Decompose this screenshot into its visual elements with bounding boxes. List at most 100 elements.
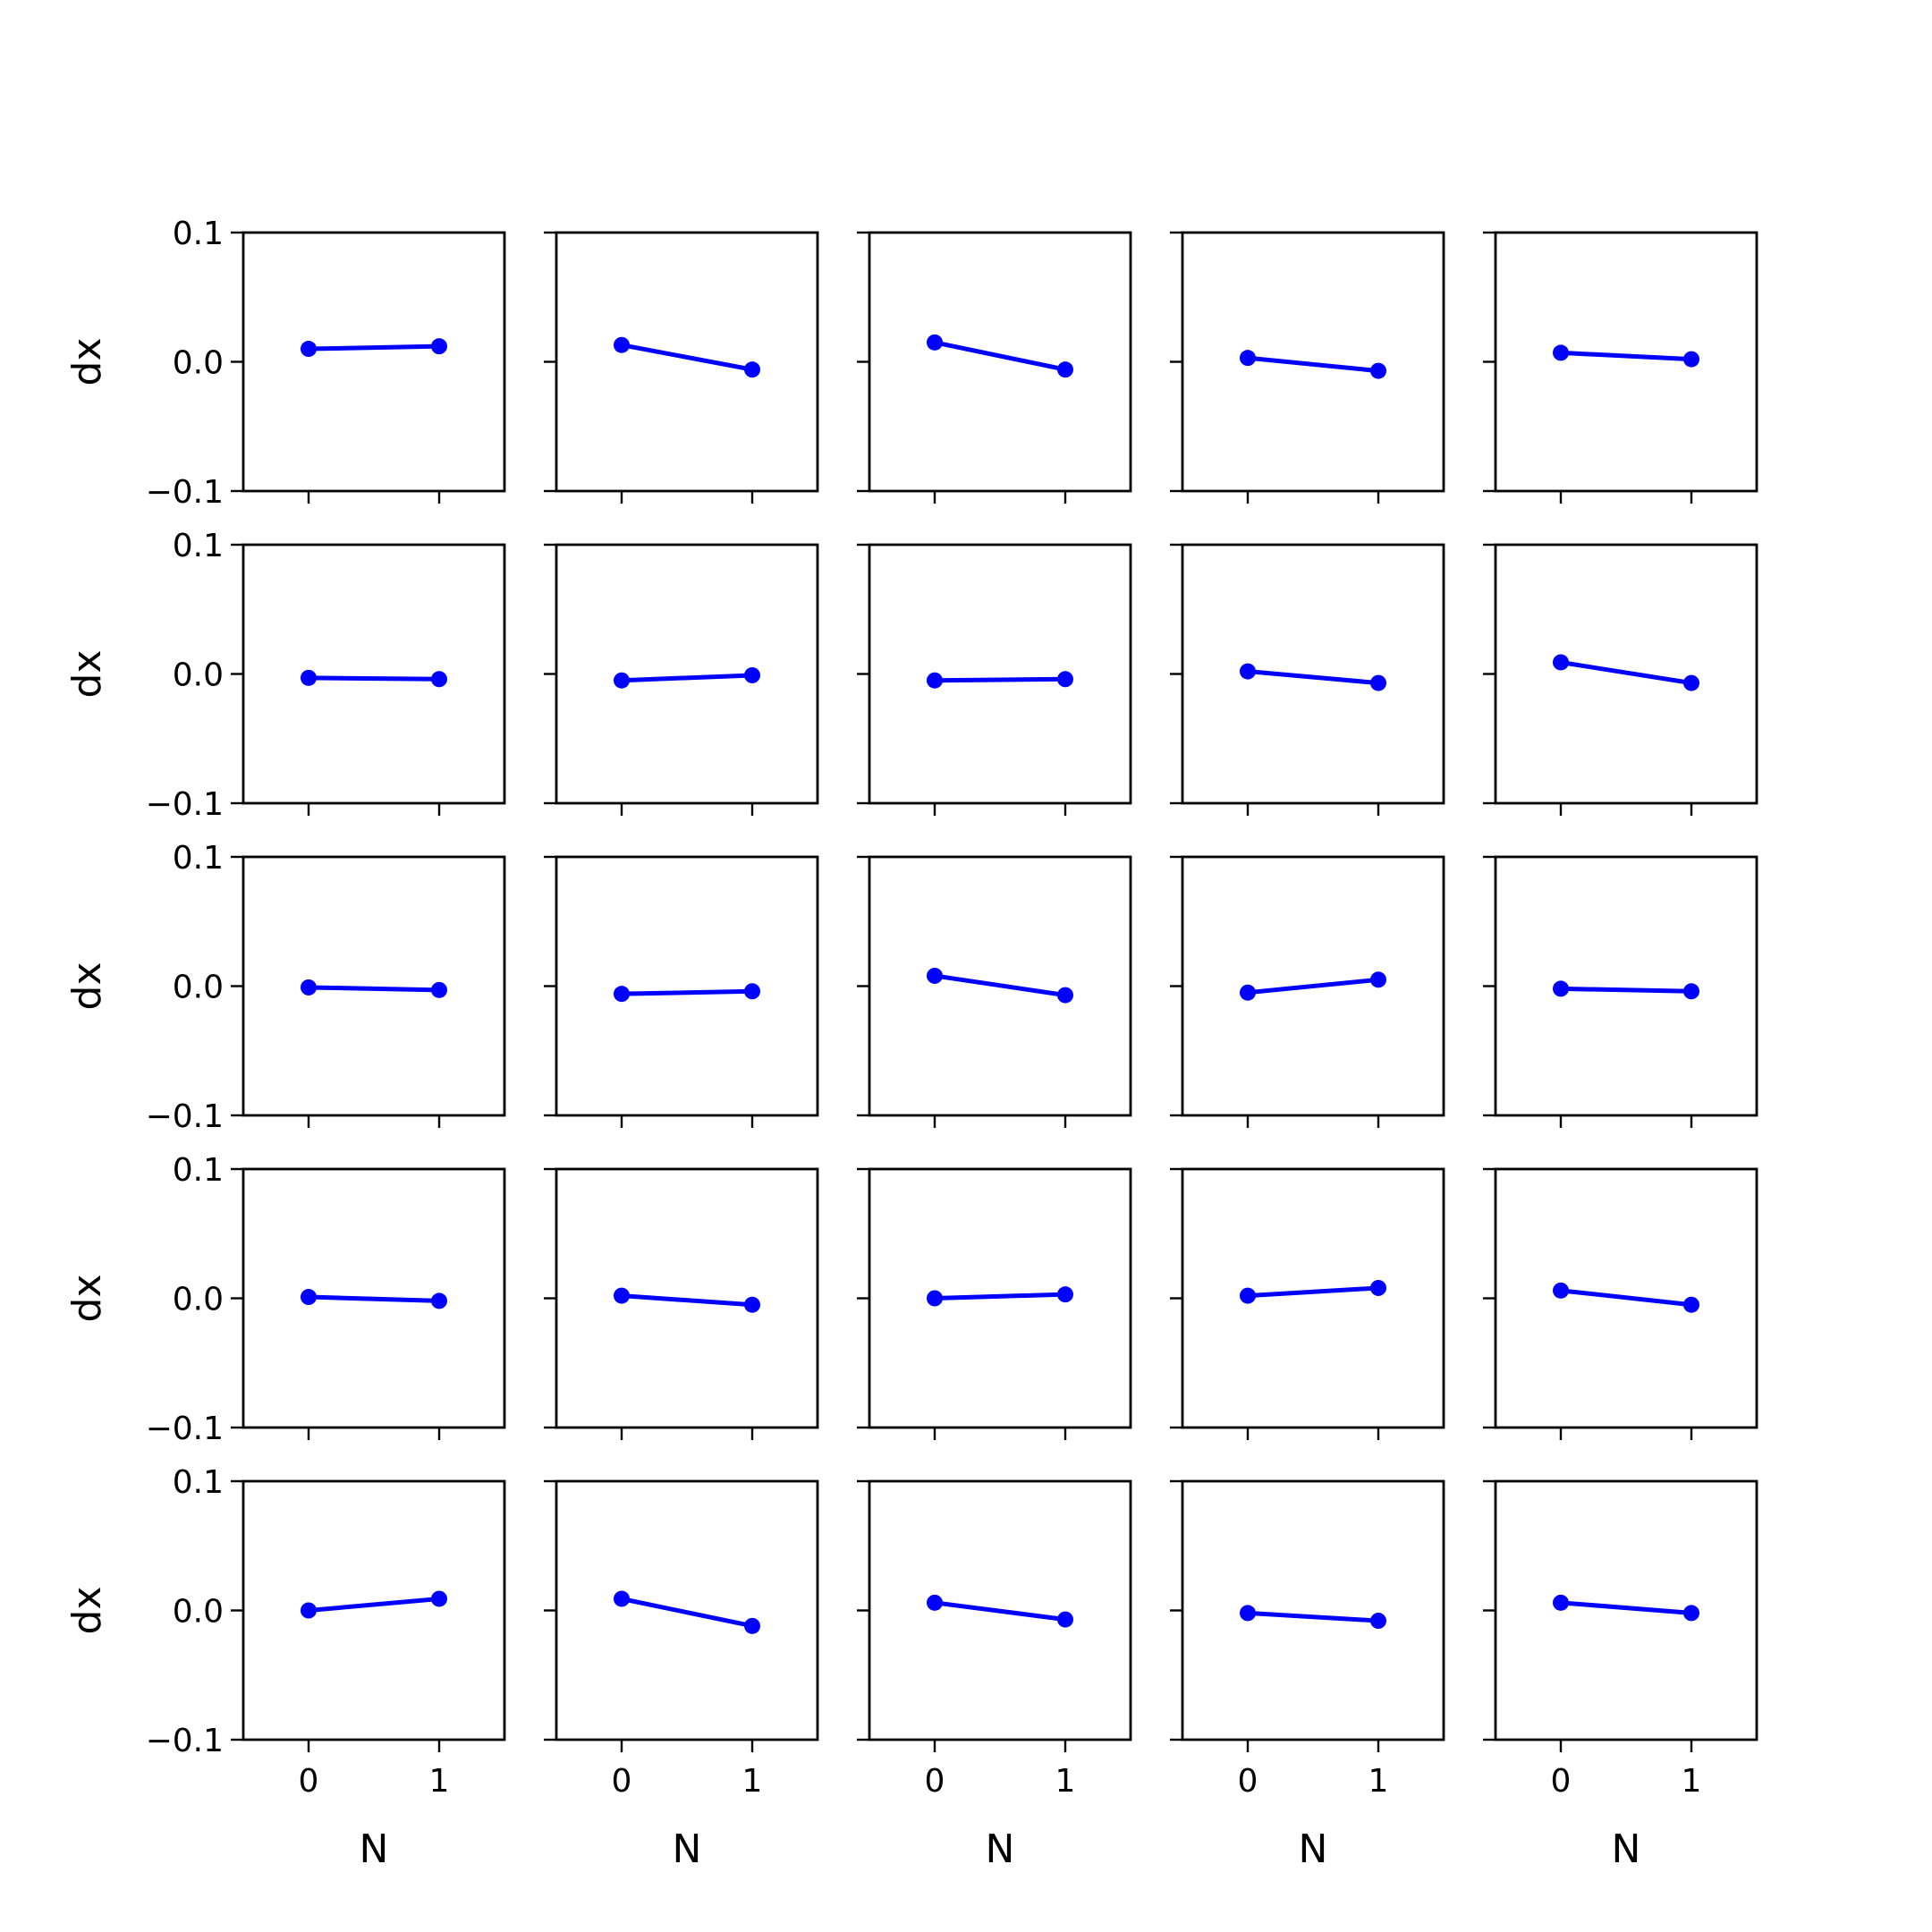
y-tick-label: −0.1	[146, 474, 224, 511]
series-line	[1560, 350, 1692, 362]
axes-frame	[555, 1167, 819, 1429]
data-point	[1370, 362, 1386, 379]
series-line	[1560, 1600, 1692, 1615]
series-line	[934, 973, 1066, 998]
data-point	[301, 341, 317, 358]
data-point	[744, 361, 760, 378]
axes-frame	[555, 231, 819, 493]
subplot-r5-c4: 0 1 N	[1170, 1479, 1445, 1872]
data-point	[431, 1292, 447, 1309]
subplot-r4-c3	[857, 1167, 1132, 1440]
x-tick-label: 0	[925, 1763, 945, 1800]
series-line	[1247, 1610, 1379, 1623]
x-tick-label: 1	[1682, 1763, 1702, 1800]
data-point	[744, 983, 760, 1000]
data-point	[1683, 674, 1699, 691]
data-point	[1370, 1279, 1386, 1296]
subplot-r3-c1: −0.1 0.0 0.1 dx	[64, 840, 506, 1135]
axes-frame	[555, 543, 819, 805]
axes-frame	[1181, 1167, 1445, 1429]
y-axis-label: dx	[64, 1275, 110, 1323]
data-point	[614, 672, 630, 689]
data-point	[1370, 1613, 1386, 1630]
axes-frame	[1181, 855, 1445, 1117]
subplot-r1-c5	[1483, 231, 1758, 504]
data-point	[614, 336, 630, 353]
y-tick-label: 0.0	[173, 1282, 224, 1318]
axes-frame	[868, 543, 1132, 805]
axes-frame	[242, 1167, 506, 1429]
y-tick-label: 0.0	[173, 657, 224, 694]
subplot-r4-c5	[1483, 1167, 1758, 1440]
x-tick-label: 1	[429, 1763, 450, 1800]
axes-frame	[1181, 543, 1445, 805]
axes-frame	[1181, 231, 1445, 493]
axes-frame	[868, 855, 1132, 1117]
x-tick-label: 1	[1368, 1763, 1389, 1800]
subplot-r4-c1: −0.1 0.0 0.1 dx	[64, 1152, 506, 1447]
data-point	[301, 979, 317, 996]
subplot-r2-c5	[1483, 543, 1758, 816]
y-axis-label: dx	[64, 1587, 110, 1635]
subplot-r5-c3: 0 1 N	[857, 1479, 1132, 1872]
data-point	[614, 1287, 630, 1304]
y-tick-label: −0.1	[146, 786, 224, 823]
data-point	[1683, 351, 1699, 368]
data-point	[1553, 344, 1569, 361]
data-point	[1057, 361, 1073, 378]
y-tick-label: −0.1	[146, 1723, 224, 1759]
y-tick-label: 0.0	[173, 970, 224, 1006]
subplot-r5-c2: 0 1 N	[544, 1479, 819, 1872]
subplot-r3-c5	[1483, 855, 1758, 1128]
series-line	[308, 675, 440, 682]
data-point	[927, 967, 943, 984]
subplot-r5-c5: 0 1 N	[1483, 1479, 1758, 1872]
y-tick-label: −0.1	[146, 1098, 224, 1135]
axes-frame	[868, 1167, 1132, 1429]
subplot-r3-c2	[544, 855, 819, 1128]
series-line	[1560, 1288, 1692, 1308]
data-point	[1240, 350, 1256, 367]
subplot-r3-c4	[1170, 855, 1445, 1128]
x-tick-label: 1	[742, 1763, 763, 1800]
y-tick-label: 0.0	[173, 345, 224, 382]
data-point	[1553, 654, 1569, 671]
series-line	[1247, 977, 1379, 996]
data-point	[301, 669, 317, 686]
axes-frame	[242, 231, 506, 493]
x-tick-label: 0	[1551, 1763, 1572, 1800]
data-point	[1057, 671, 1073, 688]
axes-frame	[1494, 855, 1758, 1117]
series-line	[934, 676, 1066, 683]
y-axis-label: dx	[64, 650, 110, 699]
series-line	[1560, 986, 1692, 994]
subplot-r1-c3	[857, 231, 1132, 504]
data-point	[1553, 1282, 1569, 1299]
x-tick-label: 0	[299, 1763, 319, 1800]
y-tick-label: 0.1	[173, 1464, 224, 1501]
x-tick-label: 0	[1238, 1763, 1258, 1800]
x-axis-label: N	[360, 1826, 389, 1872]
subplot-r4-c4	[1170, 1167, 1445, 1440]
subplot-r2-c2	[544, 543, 819, 816]
data-point	[927, 1290, 943, 1307]
axes-frame	[555, 1479, 819, 1741]
axes-frame	[1494, 1479, 1758, 1741]
series-line	[934, 340, 1066, 372]
x-axis-label: N	[1612, 1826, 1641, 1872]
subplot-r4-c2	[544, 1167, 819, 1440]
x-axis-label: N	[986, 1826, 1015, 1872]
series-line	[1560, 660, 1692, 686]
axes-frame	[868, 1479, 1132, 1741]
data-point	[744, 666, 760, 683]
y-axis-label: dx	[64, 962, 110, 1011]
data-point	[1683, 1296, 1699, 1313]
y-tick-label: 0.1	[173, 216, 224, 252]
axes-frame	[1494, 543, 1758, 805]
series-line	[621, 988, 753, 996]
data-point	[1553, 980, 1569, 997]
axes-frame	[242, 543, 506, 805]
data-point	[1683, 983, 1699, 1000]
data-point	[614, 986, 630, 1003]
